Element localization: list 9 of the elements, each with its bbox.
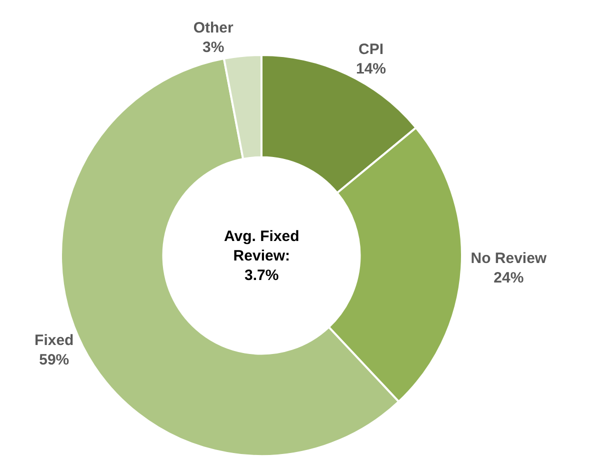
text: Avg. Fixed Review: 3.7% [224,228,300,284]
slice-label: Fixed [34,332,74,350]
data-label: 14% [356,60,386,78]
slice-label: Other [193,20,234,37]
slice-label: No Review [470,250,547,267]
slice-label: CPI [358,40,384,58]
data-label: 59% [39,352,70,369]
data-label: 24% [494,269,524,286]
data-label: 3% [202,39,224,56]
